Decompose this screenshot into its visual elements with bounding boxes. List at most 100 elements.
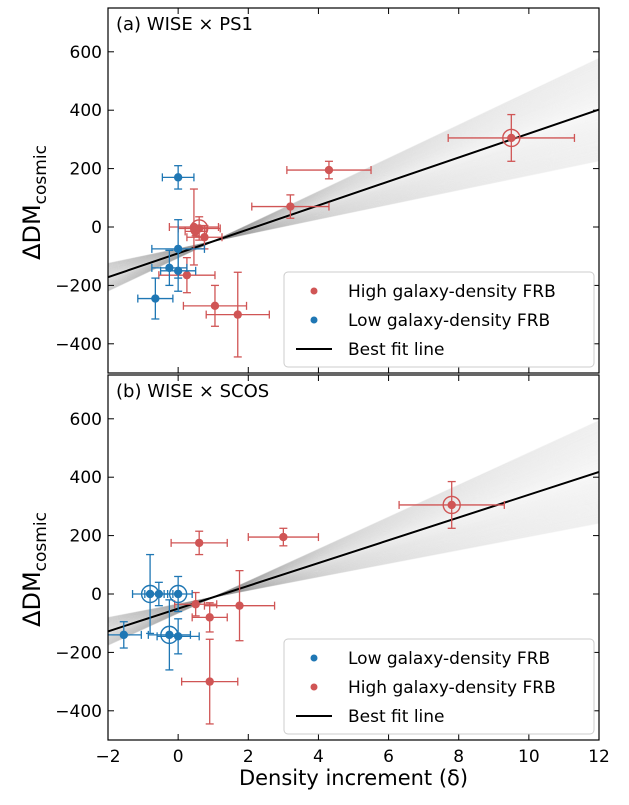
posterior-sample-line: [108, 139, 599, 270]
plot-area: [108, 57, 599, 358]
posterior-sample-line: [108, 74, 599, 288]
posterior-sample-line: [108, 156, 599, 265]
marker: [210, 301, 220, 311]
posterior-sample-line: [108, 152, 599, 266]
legend-marker: [310, 316, 318, 324]
posterior-sample-line: [108, 86, 599, 284]
series-high: [158, 113, 576, 358]
marker: [151, 294, 160, 303]
posterior-sample-line: [108, 85, 599, 285]
posterior-sample-line: [108, 64, 599, 290]
posterior-sample-line: [108, 519, 599, 619]
posterior-sample-line: [108, 81, 599, 286]
posterior-sample-line: [108, 60, 599, 291]
posterior-sample-line: [108, 515, 599, 620]
posterior-sample-line: [108, 519, 599, 619]
posterior-sample-line: [108, 505, 599, 623]
panel-b: −400 −200 0 200 400 600 −2 0 2 4 6 8 10 12 (b) WISE × …: [18, 374, 610, 790]
y-tick-label: −200: [55, 643, 102, 663]
marker: [119, 630, 128, 640]
posterior-sample-line: [108, 132, 599, 272]
posterior-sample-line: [108, 431, 599, 643]
posterior-sample-line: [108, 136, 599, 271]
posterior-sample-line: [108, 423, 599, 645]
posterior-sample-line: [108, 82, 599, 286]
posterior-sample-line: [108, 149, 599, 267]
posterior-sample-line: [108, 452, 599, 638]
marker: [235, 601, 244, 610]
posterior-sample-line: [108, 435, 599, 642]
posterior-sample-line: [108, 499, 599, 625]
posterior-sample-line: [108, 129, 599, 273]
posterior-sample-line: [108, 503, 599, 623]
posterior-sample-line: [108, 155, 599, 266]
legend-label: Low galaxy-density FRB: [348, 311, 550, 331]
legend-label: High galaxy-density FRB: [348, 678, 556, 698]
posterior-sample-line: [108, 81, 599, 286]
posterior-sample-line: [108, 146, 599, 268]
posterior-sample-line: [108, 446, 599, 639]
posterior-sample-line: [108, 78, 599, 286]
posterior-sample-line: [108, 433, 599, 643]
posterior-sample-line: [108, 142, 599, 269]
posterior-sample-line: [108, 514, 599, 621]
marker: [447, 500, 456, 510]
posterior-sample-line: [108, 496, 599, 626]
posterior-sample-line: [108, 448, 599, 639]
posterior-sample-line: [108, 500, 599, 624]
posterior-sample-line: [108, 145, 599, 268]
posterior-sample-line: [108, 69, 599, 289]
posterior-sample-line: [108, 77, 599, 287]
y-axis-label-sub: cosmic: [31, 145, 51, 204]
posterior-sample-line: [108, 445, 599, 639]
posterior-sample-line: [108, 135, 599, 271]
posterior-sample-line: [108, 141, 599, 269]
posterior-sample-line: [108, 130, 599, 272]
posterior-sample-line: [108, 155, 599, 266]
legend-label: Best fit line: [348, 340, 445, 360]
legend-label: Low galaxy-density FRB: [348, 649, 550, 669]
posterior-sample-line: [108, 492, 599, 627]
posterior-sample-line: [108, 58, 599, 292]
posterior-sample-line: [108, 83, 599, 285]
data-point: [108, 621, 142, 649]
data-point: [159, 249, 197, 292]
posterior-sample-line: [108, 144, 599, 269]
posterior-sample-line: [108, 128, 599, 273]
posterior-sample-line: [108, 438, 599, 641]
legend-box: [283, 271, 595, 368]
posterior-sample-line: [108, 507, 599, 622]
posterior-sample-line: [108, 138, 599, 270]
posterior-sample-line: [108, 149, 599, 267]
y-tick-label: −200: [55, 276, 102, 296]
posterior-sample-line: [108, 87, 599, 284]
marker: [182, 270, 192, 280]
posterior-sample-line: [108, 87, 599, 284]
posterior-sample-line: [108, 494, 599, 626]
posterior-sample-line: [108, 75, 599, 287]
posterior-sample-line: [108, 424, 599, 645]
marker: [233, 310, 242, 319]
marker: [205, 613, 214, 622]
posterior-sample-line: [108, 501, 599, 624]
legend-marker: [310, 683, 318, 691]
posterior-sample-line: [108, 424, 599, 645]
x-tick-label: 2: [243, 747, 254, 767]
posterior-sample-line: [108, 495, 599, 626]
posterior-sample-line: [108, 160, 599, 264]
posterior-sample-line: [108, 65, 599, 290]
marker: [279, 532, 288, 542]
posterior-sample-line: [108, 452, 599, 637]
posterior-sample-line: [108, 76, 599, 287]
posterior-sample-line: [108, 452, 599, 638]
posterior-sample-line: [108, 497, 599, 625]
posterior-sample-line: [108, 62, 599, 291]
posterior-sample-line: [108, 436, 599, 642]
posterior-sample-line: [108, 420, 599, 646]
posterior-sample-line: [108, 496, 599, 626]
posterior-sample-line: [108, 70, 599, 289]
posterior-sample-line: [108, 444, 599, 640]
posterior-sample-line: [108, 73, 599, 288]
posterior-sample-line: [108, 429, 599, 644]
posterior-sample-line: [108, 496, 599, 625]
